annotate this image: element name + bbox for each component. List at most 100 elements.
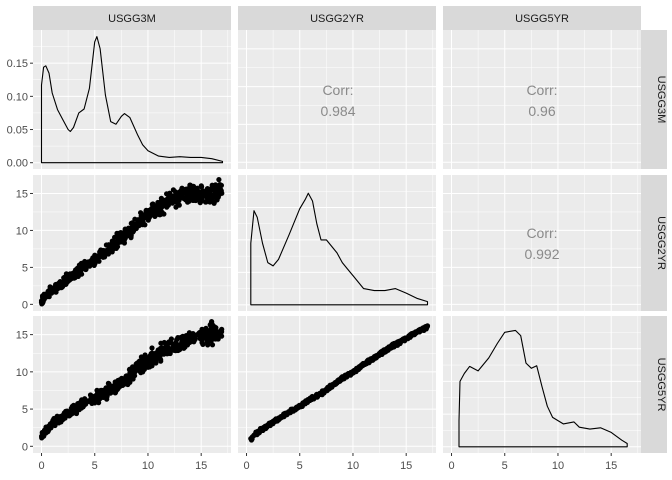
scatter-point [123,373,129,379]
scatter-point [71,274,77,280]
y-axis-tick-label: 0.00 [7,158,28,170]
strip-row-usgg2yr [641,175,667,311]
scatter-point [114,244,121,250]
scatter-point [41,433,47,439]
panel-usgg3m-usgg5yr [443,30,641,169]
scatter-point [153,360,159,366]
corr-value-usgg3m-usgg2yr: 0.984 [320,103,355,119]
scatter-point [171,196,178,202]
scatter-point [114,232,120,238]
scatter-point [166,197,172,203]
panel-usgg3m-usgg3m [33,30,231,169]
scatter-points-usgg2yr-vs-usgg3m [38,177,225,307]
scatter-point [95,391,101,397]
scatter-point [168,336,174,342]
panel-usgg3m-usgg2yr [238,30,436,169]
scatter-point [145,364,151,370]
scatter-point [138,210,144,216]
scatter-point [216,177,222,183]
y-axis-tick-label: 5 [22,262,28,274]
scatter-point [130,228,137,234]
scatter-point [120,379,126,385]
panel-usgg2yr-usgg2yr [238,175,436,311]
strip-label-column-usgg5yr: USGG5YR [515,13,569,25]
scatter-point [310,395,316,402]
scatter-point [151,355,157,361]
scatter-point [69,409,75,415]
scatter-point [411,331,417,338]
scatter-point [79,264,85,270]
strip-column-usgg5yr [443,6,641,30]
scatter-point [158,198,164,204]
scatter-point [167,350,173,357]
panel-background [238,30,436,169]
scatter-point [94,258,100,264]
scatter-point [423,324,429,330]
panel-usgg2yr-usgg5yr [443,175,641,311]
scatter-point [133,361,139,367]
scatter-point [200,188,206,194]
corr-value-usgg3m-usgg5yr: 0.96 [528,103,555,119]
scatter-point [149,345,155,351]
x-axis-tick-label: 10 [347,460,359,472]
scatter-point [389,342,395,348]
scatter-point [395,341,401,348]
scatter-point [110,386,116,392]
scatter-point [364,360,370,366]
scatter-point [171,343,177,349]
scatter-point [89,396,95,402]
scatter-point [199,326,205,332]
panel-background [443,30,641,169]
scatter-point [346,372,353,378]
strip-label-row-usgg2yr: USGG2YR [655,216,667,270]
scatter-point [323,387,329,393]
scatter-point [200,341,206,347]
scatter-point [194,189,200,195]
scatter-point [213,186,219,192]
panel-background [33,30,231,169]
scatter-point [378,349,384,355]
scatter-point [205,339,211,345]
scatter-point [356,365,362,371]
scatter-point [177,189,183,195]
scatter-point [58,281,64,288]
scatter-point [138,362,144,368]
scatter-point [211,200,217,206]
scatter-point [198,183,204,189]
corr-label-usgg3m-usgg5yr: Corr: [526,82,557,98]
scatter-point [172,189,179,195]
y-axis-tick-label: 15 [16,188,28,200]
scatter-point [162,202,168,209]
scatter-point [158,345,164,351]
scatter-point [313,392,319,398]
strip-row-usgg3m [641,30,667,169]
scatter-point [48,287,54,293]
scatter-points-usgg5yr-vs-usgg3m [39,319,225,441]
scatter-point [267,421,273,427]
y-axis-tick-label: 15 [16,330,28,342]
scatter-point [181,345,187,351]
x-axis-tick-label: 0 [448,460,454,472]
scatter-point [302,399,308,406]
scatter-point [190,331,196,337]
scatter-point [59,415,65,421]
scatter-point [207,199,213,205]
scatter-point [288,406,294,412]
scatter-point [184,338,190,344]
corr-label-usgg3m-usgg2yr: Corr: [322,82,353,98]
scatter-point [115,385,121,391]
x-axis-tick-label: 5 [297,460,303,472]
scatter-point [201,332,207,339]
scatter-point [142,352,148,358]
scatter-point [40,300,46,306]
scatter-point [75,273,81,279]
scatter-point [122,235,128,241]
corr-value-usgg2yr-usgg5yr: 0.992 [524,246,559,262]
strip-label-row-usgg5yr: USGG5YR [655,358,667,412]
scatter-point [214,197,220,203]
scatter-point [54,417,60,423]
y-axis-tick-label: 10 [16,367,28,379]
strip-column-usgg3m [33,6,231,30]
panel-background [238,175,436,311]
y-axis-tick-label: 0 [22,441,28,453]
